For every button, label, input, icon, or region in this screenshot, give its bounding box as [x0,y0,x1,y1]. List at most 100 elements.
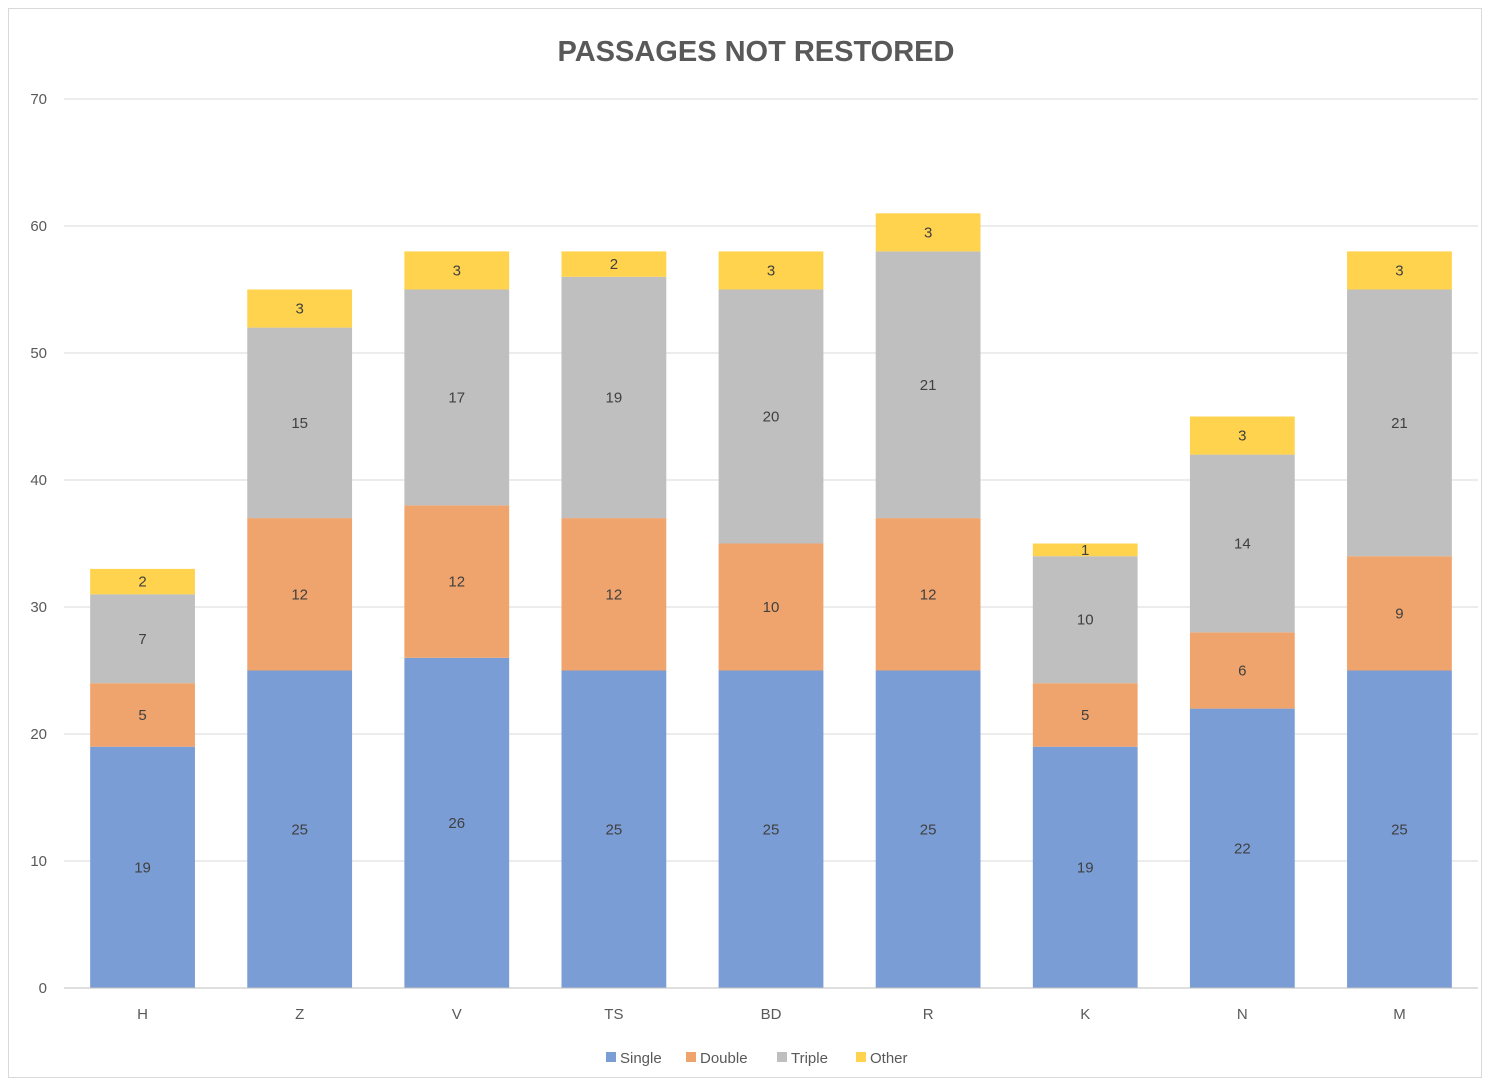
data-label: 2 [610,256,618,273]
legend-swatch-double [686,1052,696,1062]
y-tick-label: 20 [30,726,47,743]
bar-double-h [90,683,195,747]
bar-double-n [1189,632,1295,709]
bar-triple-h [90,594,195,684]
data-label: 19 [1077,859,1094,876]
data-label: 3 [1395,262,1403,279]
data-label: 15 [291,415,308,432]
x-tick-label: H [137,1006,148,1023]
legend-swatch-other [856,1052,866,1062]
data-label: 25 [763,821,780,838]
bar-triple-k [1032,556,1138,684]
data-labels: 1957225121532612173251219225102032512213… [134,224,1408,876]
data-label: 9 [1395,605,1403,622]
data-label: 3 [295,301,303,318]
data-label: 10 [763,599,780,616]
bars [90,213,1452,988]
y-tick-label: 30 [30,599,47,616]
data-label: 25 [606,821,623,838]
bar-other-h [90,568,195,595]
bar-single-bd [718,670,824,988]
x-tick-label: V [452,1006,462,1023]
data-label: 3 [453,262,461,279]
data-label: 5 [1081,707,1089,724]
x-tick-label: TS [604,1006,623,1023]
bar-single-v [404,657,510,988]
y-axis: 0 10 20 30 40 50 60 70 [30,91,47,997]
bar-other-ts [561,251,667,277]
y-tick-label: 0 [39,980,47,997]
data-label: 25 [291,821,308,838]
data-label: 3 [1238,428,1246,445]
legend-label-single: Single [620,1050,662,1067]
data-label: 17 [448,389,465,406]
data-label: 2 [138,574,146,591]
bar-triple-r [875,251,981,519]
data-label: 22 [1234,840,1251,857]
data-label: 12 [606,586,623,603]
data-label: 14 [1234,536,1251,553]
data-label: 19 [606,389,623,406]
data-label: 21 [920,377,937,394]
data-label: 26 [448,815,465,832]
bar-triple-bd [718,289,824,544]
x-tick-label: N [1237,1006,1248,1023]
bar-other-v [404,251,510,290]
legend-swatch-single [606,1052,616,1062]
data-label: 1 [1081,542,1089,559]
x-tick-label: K [1080,1006,1090,1023]
bar-double-ts [561,518,667,671]
bar-single-n [1189,708,1295,988]
legend-label-double: Double [700,1050,748,1067]
bar-other-z [247,289,353,328]
bar-other-bd [718,251,824,290]
bar-double-m [1347,556,1452,671]
chart-title: PASSAGES NOT RESTORED [558,36,955,68]
bar-other-k [1032,543,1138,557]
bar-double-bd [718,543,824,671]
y-tick-label: 40 [30,472,47,489]
bar-single-h [90,746,195,988]
x-tick-label: R [923,1006,934,1023]
bar-double-v [404,505,510,658]
data-label: 12 [920,586,937,603]
bar-triple-z [247,327,353,519]
x-tick-label: Z [295,1006,304,1023]
legend-swatch-triple [777,1052,787,1062]
bar-double-k [1032,683,1138,747]
bar-triple-m [1347,289,1452,557]
data-label: 6 [1238,663,1246,680]
y-tick-label: 70 [30,91,47,108]
data-label: 12 [448,574,465,591]
bar-single-r [875,670,981,988]
data-label: 21 [1391,415,1408,432]
y-tick-label: 50 [30,345,47,362]
bar-double-z [247,518,353,671]
y-tick-label: 10 [30,853,47,870]
legend: Single Double Triple Other [606,1050,908,1067]
bar-single-ts [561,670,667,988]
data-label: 3 [767,262,775,279]
x-axis: H Z V TS BD R K N M [64,987,1478,1023]
data-label: 25 [920,821,937,838]
legend-label-triple: Triple [791,1050,828,1067]
data-label: 10 [1077,612,1094,629]
data-label: 25 [1391,821,1408,838]
data-label: 19 [134,859,151,876]
bar-other-m [1347,251,1452,290]
bar-triple-v [404,289,510,506]
bar-double-r [875,518,981,671]
x-tick-label: M [1393,1006,1406,1023]
bar-triple-ts [561,276,667,519]
data-label: 7 [138,631,146,648]
bar-single-k [1032,746,1138,988]
data-label: 5 [138,707,146,724]
data-label: 12 [291,586,308,603]
y-tick-label: 60 [30,218,47,235]
bar-triple-n [1189,454,1295,633]
bar-single-z [247,670,353,988]
legend-label-other: Other [870,1050,908,1067]
data-label: 3 [924,224,932,241]
bar-other-r [875,213,981,252]
